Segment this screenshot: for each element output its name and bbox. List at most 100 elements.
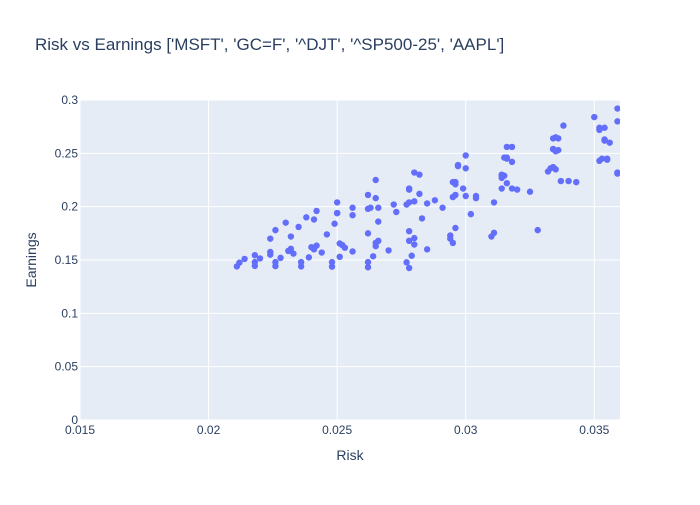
data-point[interactable] bbox=[318, 249, 325, 256]
data-point[interactable] bbox=[364, 258, 372, 266]
data-point[interactable] bbox=[408, 252, 415, 259]
data-point[interactable] bbox=[508, 158, 516, 166]
data-point[interactable] bbox=[411, 198, 418, 205]
data-point[interactable] bbox=[385, 247, 392, 254]
data-point[interactable] bbox=[390, 201, 397, 208]
data-point[interactable] bbox=[454, 162, 462, 170]
data-point[interactable] bbox=[490, 199, 498, 206]
data-point[interactable] bbox=[364, 230, 372, 237]
data-point[interactable] bbox=[310, 216, 318, 223]
data-point[interactable] bbox=[364, 264, 372, 271]
data-point[interactable] bbox=[285, 247, 292, 255]
data-point[interactable] bbox=[372, 194, 379, 202]
data-point[interactable] bbox=[295, 223, 302, 231]
data-point[interactable] bbox=[555, 135, 562, 142]
data-point[interactable] bbox=[416, 190, 423, 198]
data-point[interactable] bbox=[560, 122, 567, 129]
data-point[interactable] bbox=[272, 258, 279, 266]
data-point[interactable] bbox=[423, 246, 431, 253]
data-point[interactable] bbox=[452, 181, 459, 188]
data-point[interactable] bbox=[405, 237, 413, 244]
data-point[interactable] bbox=[614, 170, 620, 177]
data-point[interactable] bbox=[552, 148, 559, 155]
data-point[interactable] bbox=[462, 165, 469, 172]
data-point[interactable] bbox=[452, 224, 459, 232]
data-point[interactable] bbox=[573, 178, 580, 186]
data-point[interactable] bbox=[614, 118, 620, 125]
data-point[interactable] bbox=[405, 264, 413, 272]
data-point[interactable] bbox=[591, 113, 598, 121]
data-point[interactable] bbox=[272, 226, 279, 234]
data-point[interactable] bbox=[503, 155, 511, 162]
data-point[interactable] bbox=[462, 192, 469, 200]
data-point[interactable] bbox=[251, 252, 259, 259]
data-point[interactable] bbox=[603, 155, 611, 162]
data-point[interactable] bbox=[349, 248, 356, 255]
data-point[interactable] bbox=[513, 186, 521, 193]
data-point[interactable] bbox=[333, 209, 341, 217]
data-point[interactable] bbox=[416, 171, 423, 178]
data-point[interactable] bbox=[405, 228, 413, 235]
data-point[interactable] bbox=[349, 204, 356, 211]
data-point[interactable] bbox=[375, 204, 382, 211]
data-point[interactable] bbox=[467, 210, 475, 218]
data-point[interactable] bbox=[328, 258, 336, 266]
data-point[interactable] bbox=[290, 250, 297, 257]
data-point[interactable] bbox=[328, 263, 336, 270]
data-point[interactable] bbox=[367, 204, 374, 211]
data-point[interactable] bbox=[411, 169, 418, 176]
data-point[interactable] bbox=[336, 253, 343, 260]
data-point[interactable] bbox=[503, 143, 511, 151]
data-point[interactable] bbox=[341, 244, 349, 251]
data-point[interactable] bbox=[534, 226, 541, 234]
data-point[interactable] bbox=[267, 251, 274, 258]
data-point[interactable] bbox=[472, 192, 480, 200]
data-point[interactable] bbox=[375, 218, 382, 225]
data-point[interactable] bbox=[282, 219, 289, 226]
data-point[interactable] bbox=[601, 137, 608, 144]
data-point[interactable] bbox=[267, 235, 274, 242]
data-point[interactable] bbox=[277, 254, 284, 262]
data-point[interactable] bbox=[372, 242, 379, 250]
data-point[interactable] bbox=[431, 197, 439, 204]
data-point[interactable] bbox=[606, 139, 613, 146]
data-point[interactable] bbox=[313, 207, 320, 215]
data-point[interactable] bbox=[452, 191, 459, 199]
data-point[interactable] bbox=[323, 231, 331, 238]
data-point[interactable] bbox=[405, 199, 413, 206]
data-point[interactable] bbox=[557, 177, 565, 185]
data-point[interactable] bbox=[449, 239, 457, 247]
data-point[interactable] bbox=[393, 208, 400, 216]
data-point[interactable] bbox=[349, 212, 356, 219]
data-point[interactable] bbox=[256, 255, 264, 262]
data-point[interactable] bbox=[526, 188, 534, 195]
data-point[interactable] bbox=[565, 177, 572, 185]
data-point[interactable] bbox=[411, 241, 418, 248]
data-point[interactable] bbox=[287, 233, 295, 240]
data-point[interactable] bbox=[372, 176, 379, 184]
data-point[interactable] bbox=[508, 185, 516, 192]
data-point[interactable] bbox=[236, 259, 243, 266]
data-point[interactable] bbox=[503, 180, 511, 187]
data-point[interactable] bbox=[411, 234, 418, 242]
data-point[interactable] bbox=[614, 105, 620, 112]
data-point[interactable] bbox=[369, 253, 377, 260]
data-point[interactable] bbox=[498, 174, 505, 182]
data-point[interactable] bbox=[439, 204, 446, 211]
data-point[interactable] bbox=[364, 191, 372, 199]
data-point[interactable] bbox=[596, 124, 603, 131]
data-point[interactable] bbox=[405, 186, 413, 193]
data-point[interactable] bbox=[333, 199, 341, 206]
data-point[interactable] bbox=[508, 143, 516, 151]
data-point[interactable] bbox=[498, 185, 505, 192]
data-point[interactable] bbox=[459, 185, 467, 192]
data-point[interactable] bbox=[331, 220, 338, 227]
data-point[interactable] bbox=[251, 258, 259, 266]
data-point[interactable] bbox=[305, 254, 313, 261]
data-point[interactable] bbox=[596, 157, 603, 164]
data-point[interactable] bbox=[488, 233, 495, 240]
data-point[interactable] bbox=[462, 152, 469, 159]
data-point[interactable] bbox=[418, 215, 426, 222]
data-point[interactable] bbox=[297, 258, 305, 266]
data-point[interactable] bbox=[601, 124, 608, 131]
